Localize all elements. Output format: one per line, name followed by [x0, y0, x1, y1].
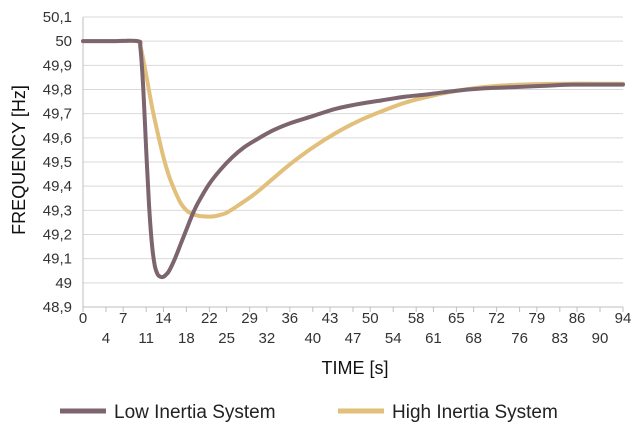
x-tick-label: 29 [241, 310, 258, 327]
legend-label-low-inertia-system: Low Inertia System [114, 402, 276, 423]
series-line-high-inertia-system [81, 38, 625, 219]
y-tick-label: 50,1 [43, 9, 72, 26]
y-tick-label: 49,1 [43, 251, 72, 268]
x-tick-label: 58 [408, 310, 425, 327]
x-tick-label: 61 [425, 330, 442, 347]
x-tick-label: 47 [345, 330, 362, 347]
y-tick-label: 49,2 [43, 227, 72, 244]
x-tick-label: 25 [218, 330, 235, 347]
legend: Low Inertia System High Inertia System [60, 402, 558, 423]
series-lines [81, 38, 625, 280]
y-tick-label: 49,5 [43, 154, 72, 171]
x-axis-ticks: 0 7 14 22 29 36 43 50 58 65 72 79 86 94 4 11 18 25 32 40 47 5… [79, 307, 632, 347]
x-tick-label: 94 [615, 310, 632, 327]
y-axis-ticks: 48,9 49 49,1 49,2 49,3 49,4 49,5 49,6 49,7 49,8 49… [43, 9, 72, 316]
x-tick-label: 65 [448, 310, 465, 327]
y-tick-label: 49,6 [43, 130, 72, 147]
y-tick-label: 49,3 [43, 202, 72, 219]
y-tick-label: 49,4 [43, 178, 72, 195]
x-tick-label: 18 [178, 330, 195, 347]
x-tick-label: 50 [362, 310, 379, 327]
x-tick-label: 83 [551, 330, 568, 347]
x-tick-label: 7 [119, 310, 127, 327]
x-tick-label: 43 [322, 310, 339, 327]
x-tick-label: 79 [528, 310, 545, 327]
x-tick-label: 0 [79, 310, 87, 327]
x-tick-label: 72 [488, 310, 505, 327]
x-tick-label: 40 [304, 330, 321, 347]
x-tick-label: 90 [592, 330, 609, 347]
y-tick-label: 50 [55, 33, 72, 50]
x-tick-label: 68 [465, 330, 482, 347]
x-tick-label: 32 [258, 330, 275, 347]
x-tick-label: 11 [138, 330, 154, 347]
y-tick-label: 49 [55, 275, 72, 292]
series-line-low-inertia-system [81, 38, 625, 280]
x-tick-label: 14 [155, 310, 172, 327]
x-tick-label: 22 [201, 310, 218, 327]
gridlines [83, 16, 623, 284]
y-tick-label: 48,9 [43, 299, 72, 316]
legend-label-high-inertia-system: High Inertia System [392, 402, 558, 423]
y-tick-label: 49,8 [43, 82, 72, 99]
x-tick-label: 86 [569, 310, 586, 327]
x-tick-label: 76 [511, 330, 528, 347]
x-axis-title: TIME [s] [322, 358, 389, 378]
y-tick-label: 49,9 [43, 57, 72, 74]
x-tick-label: 4 [102, 330, 110, 347]
x-tick-label: 54 [385, 330, 402, 347]
y-axis-title: FREQUENCY [Hz] [9, 85, 29, 235]
x-tick-label: 36 [281, 310, 298, 327]
y-tick-label: 49,7 [43, 106, 72, 123]
